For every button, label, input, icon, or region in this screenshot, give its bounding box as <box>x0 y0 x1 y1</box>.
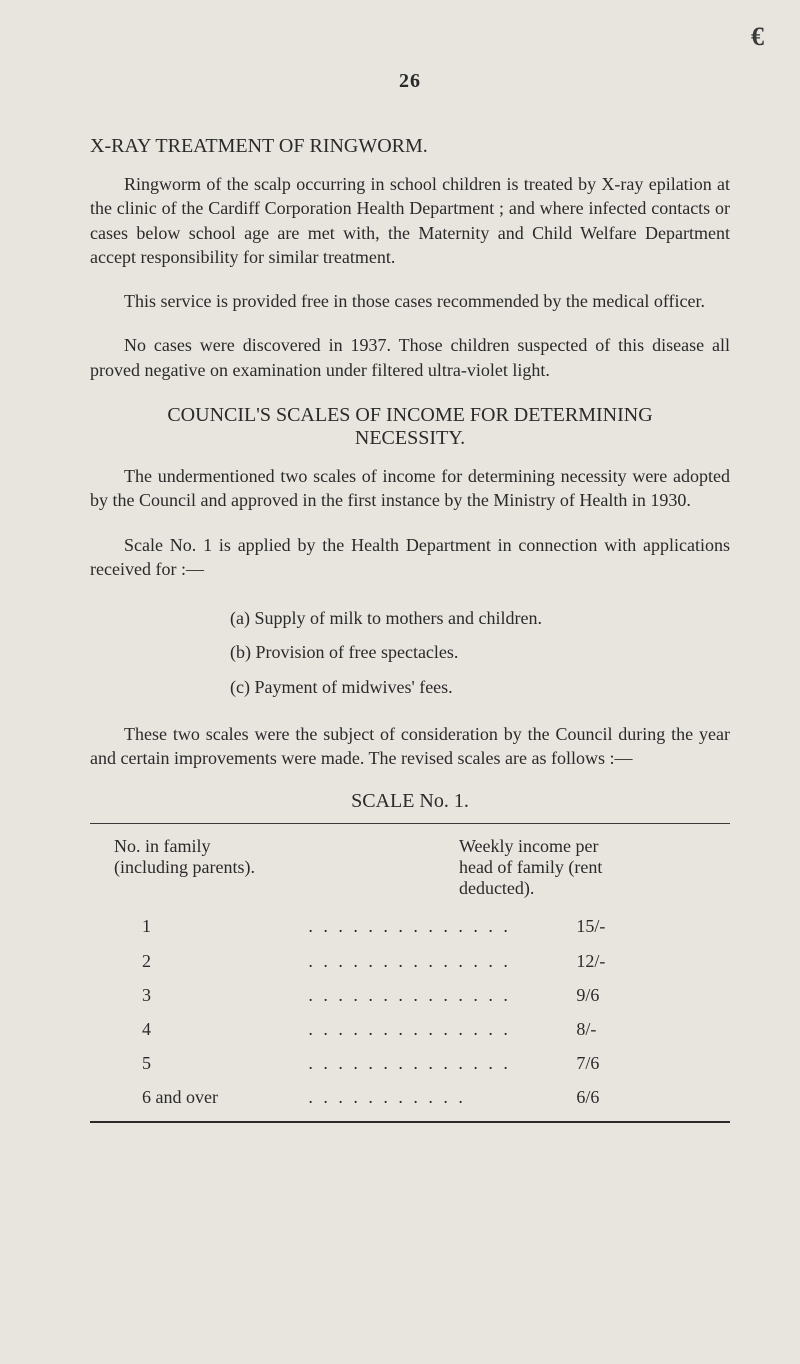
scale-table: No. in family (including parents). Weekl… <box>90 836 730 1114</box>
scale-title: SCALE No. 1. <box>90 790 730 813</box>
heading-line: COUNCIL'S SCALES OF INCOME FOR DETERMINI… <box>90 404 730 427</box>
row-dots: . . . . . . . . . . . . . . <box>308 909 576 943</box>
row-label: 6 and over <box>90 1080 308 1114</box>
paragraph: These two scales were the subject of con… <box>90 722 730 771</box>
list-item: (a) Supply of milk to mothers and childr… <box>230 601 730 635</box>
heading-line: NECESSITY. <box>90 427 730 450</box>
row-value: 8/- <box>576 1012 730 1046</box>
table-header-left: No. in family (including parents). <box>90 836 459 899</box>
header-text: No. in family <box>114 836 459 857</box>
table-header-row: No. in family (including parents). Weekl… <box>90 836 730 899</box>
section-heading-council: COUNCIL'S SCALES OF INCOME FOR DETERMINI… <box>90 404 730 450</box>
row-value: 6/6 <box>576 1080 730 1114</box>
paragraph: Ringworm of the scalp occurring in schoo… <box>90 172 730 269</box>
list-item: (b) Provision of free spectacles. <box>230 635 730 669</box>
paragraph: Scale No. 1 is applied by the Health Dep… <box>90 533 730 582</box>
header-text: deducted). <box>459 878 730 899</box>
row-dots: . . . . . . . . . . . <box>308 1080 576 1114</box>
row-value: 7/6 <box>576 1046 730 1080</box>
table-row: 4 . . . . . . . . . . . . . . 8/- <box>90 1012 730 1046</box>
lettered-list: (a) Supply of milk to mothers and childr… <box>230 601 730 704</box>
row-value: 9/6 <box>576 978 730 1012</box>
table-header-right: Weekly income per head of family (rent d… <box>459 836 730 899</box>
table-row: 1 . . . . . . . . . . . . . . 15/- <box>90 909 730 943</box>
row-value: 12/- <box>576 944 730 978</box>
row-label: 1 <box>90 909 308 943</box>
divider <box>90 823 730 824</box>
row-label: 2 <box>90 944 308 978</box>
row-label: 3 <box>90 978 308 1012</box>
table-row: 2 . . . . . . . . . . . . . . 12/- <box>90 944 730 978</box>
header-text: head of family (rent <box>459 857 730 878</box>
section-heading-xray: X-RAY TREATMENT OF RINGWORM. <box>90 135 730 158</box>
header-text: Weekly income per <box>459 836 730 857</box>
list-item: (c) Payment of midwives' fees. <box>230 670 730 704</box>
page-number: 26 <box>90 70 730 93</box>
table-row: 5 . . . . . . . . . . . . . . 7/6 <box>90 1046 730 1080</box>
table-row: 3 . . . . . . . . . . . . . . 9/6 <box>90 978 730 1012</box>
paragraph: This service is provided free in those c… <box>90 289 730 313</box>
header-text: (including parents). <box>114 857 459 878</box>
row-dots: . . . . . . . . . . . . . . <box>308 978 576 1012</box>
divider-bottom <box>90 1121 730 1123</box>
row-dots: . . . . . . . . . . . . . . <box>308 944 576 978</box>
row-value: 15/- <box>576 909 730 943</box>
row-label: 5 <box>90 1046 308 1080</box>
table-row: 6 and over . . . . . . . . . . . 6/6 <box>90 1080 730 1114</box>
corner-mark: € <box>751 22 764 52</box>
row-label: 4 <box>90 1012 308 1046</box>
paragraph: The undermentioned two scales of income … <box>90 464 730 513</box>
row-dots: . . . . . . . . . . . . . . <box>308 1046 576 1080</box>
paragraph: No cases were discovered in 1937. Those … <box>90 333 730 382</box>
row-dots: . . . . . . . . . . . . . . <box>308 1012 576 1046</box>
document-page: € 26 X-RAY TREATMENT OF RINGWORM. Ringwo… <box>0 0 800 1171</box>
